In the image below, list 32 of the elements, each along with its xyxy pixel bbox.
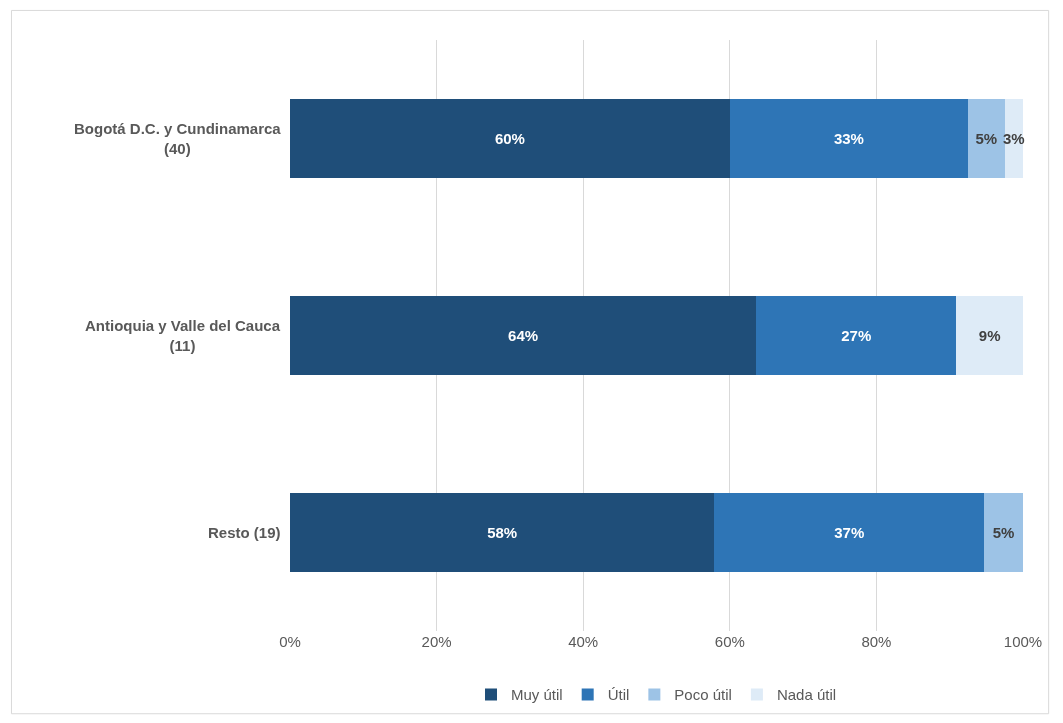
bar — [290, 493, 715, 572]
y-tick-label: Bogotá D.C. y Cundinamarca (40) — [74, 120, 282, 157]
data-label: 33% — [833, 130, 864, 147]
bar — [729, 99, 969, 178]
legend-label: Útil — [607, 686, 630, 704]
legend-label: Nada útil — [776, 686, 837, 704]
data-label: 5% — [992, 524, 1015, 541]
data-label: 9% — [978, 327, 1001, 344]
data-label: 58% — [487, 524, 518, 541]
data-label: 64% — [508, 327, 539, 344]
x-tick-label: 40% — [568, 633, 599, 650]
bar — [290, 296, 757, 375]
x-tick-label: 20% — [421, 633, 452, 650]
legend-label: Poco útil — [674, 686, 732, 704]
y-tick-label: Antioquia y Valle del Cauca (11) — [85, 317, 281, 354]
data-label: 27% — [841, 327, 872, 344]
data-label: 37% — [834, 524, 865, 541]
legend-label: Muy útil — [511, 686, 563, 704]
data-label: 5% — [975, 130, 998, 147]
x-tick-label: 0% — [279, 633, 301, 650]
bar — [984, 493, 1023, 572]
bar — [714, 493, 985, 572]
bar — [290, 99, 730, 178]
x-tick-label: 100% — [1003, 633, 1043, 650]
data-label: 3% — [1003, 130, 1025, 147]
bar — [956, 296, 1023, 375]
bar — [968, 99, 1005, 178]
x-tick-label: 80% — [861, 633, 892, 650]
bar — [756, 296, 957, 375]
x-tick-label: 60% — [714, 633, 745, 650]
data-label: 60% — [494, 130, 525, 147]
y-tick-label: Resto (19) — [208, 524, 281, 541]
